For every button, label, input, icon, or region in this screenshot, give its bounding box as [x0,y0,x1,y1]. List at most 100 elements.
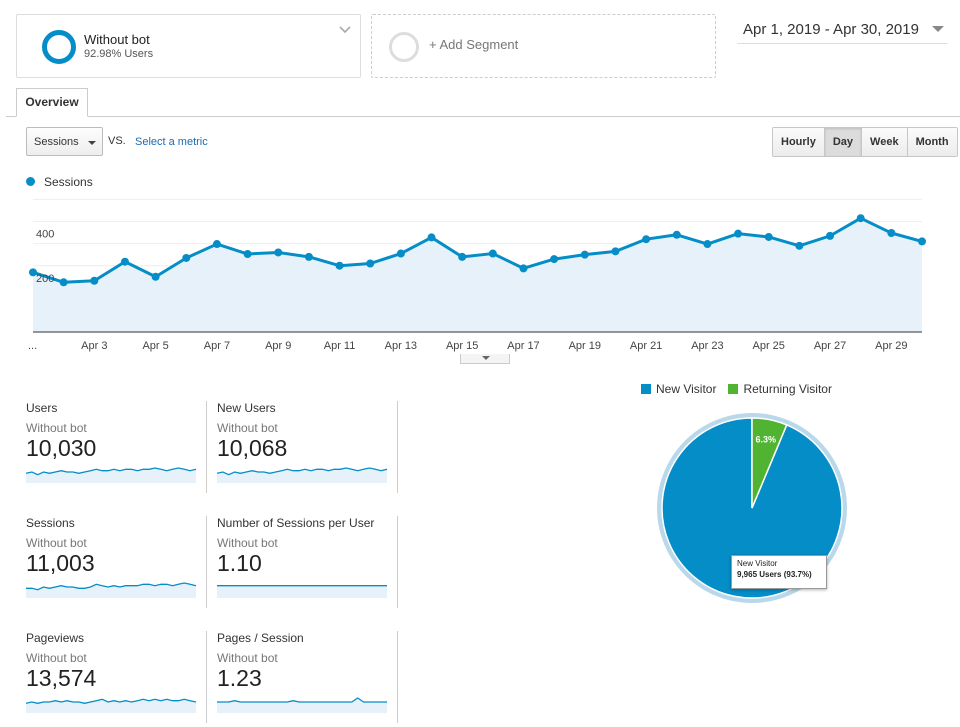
chart-legend[interactable]: Sessions [26,175,93,189]
sessions-point[interactable] [151,272,160,281]
sessions-point[interactable] [366,259,375,268]
kpi-separator [397,516,398,608]
vs-label: VS. [108,135,126,147]
pie-slice-returning-visitor[interactable] [751,417,788,509]
kpi-value: 10,030 [26,435,97,461]
sessions-point[interactable] [611,247,620,256]
kpi-segment-label: Without bot [26,421,87,435]
week-button[interactable]: Week [862,128,908,156]
x-tick-label: Apr 11 [324,340,356,352]
metric-select-dropdown[interactable]: Sessions [26,127,103,156]
kpi-tile[interactable]: New Users Without bot 10,068 [217,401,389,493]
x-tick-label: Apr 17 [507,340,539,352]
sessions-point[interactable] [795,241,804,250]
tab-bar-divider [6,116,960,117]
sessions-point[interactable] [856,214,865,223]
sessions-point[interactable] [918,237,926,246]
segment-ring-icon [42,30,76,64]
add-segment-ring-icon [389,32,419,62]
sessions-point[interactable] [580,250,589,259]
x-tick-label: Apr 23 [691,340,723,352]
sessions-point[interactable] [550,255,559,264]
kpi-title: Number of Sessions per User [217,516,375,530]
kpi-title: Sessions [26,516,75,530]
date-range-picker[interactable]: Apr 1, 2019 - Apr 30, 2019 [737,14,947,44]
kpi-tile[interactable]: Pages / Session Without bot 1.23 [217,631,389,723]
sessions-area [33,218,922,332]
sessions-point[interactable] [90,276,99,285]
pie-legend-returning-visitor-label: Returning Visitor [743,382,832,396]
kpi-tile[interactable]: Pageviews Without bot 13,574 [26,631,198,723]
sparkline-area [26,699,196,713]
triangle-down-icon [482,356,490,360]
add-segment-button[interactable]: + Add Segment [371,14,716,78]
sessions-point[interactable] [488,249,497,258]
sessions-point[interactable] [826,231,835,240]
pie-legend: New Visitor Returning Visitor [641,382,832,396]
kpi-tile[interactable]: Sessions Without bot 11,003 [26,516,198,608]
x-tick-label: Apr 3 [81,340,107,352]
sparkline-line [26,698,197,704]
sessions-point[interactable] [120,257,129,266]
sessions-point[interactable] [243,249,252,258]
x-tick-label: Apr 29 [875,340,907,352]
sessions-point[interactable] [672,230,681,239]
kpi-sparkline [217,585,387,598]
sparkline-area [217,468,387,483]
caret-down-icon [932,26,944,32]
hourly-button[interactable]: Hourly [773,128,825,156]
kpi-title: Users [26,401,58,415]
legend-sessions-label: Sessions [44,175,93,189]
sessions-point[interactable] [427,233,436,242]
granularity-toggle: Hourly Day Week Month [772,127,958,157]
sessions-point[interactable] [703,240,712,249]
day-button[interactable]: Day [824,128,863,156]
kpi-sparkline [26,582,197,598]
sessions-point[interactable] [274,248,283,257]
y-tick-label: 600 [36,195,54,196]
sessions-point[interactable] [734,229,743,238]
kpi-tile[interactable]: Number of Sessions per User Without bot 1.… [217,516,389,608]
pie-legend-returning-visitor[interactable]: Returning Visitor [728,382,832,396]
kpi-title: Pages / Session [217,631,304,645]
chart-collapse-handle[interactable] [460,354,510,364]
sessions-point[interactable] [458,252,467,261]
sessions-point[interactable] [29,268,37,277]
sparkline-area [217,698,387,713]
sessions-point[interactable] [304,252,313,261]
sessions-point[interactable] [396,249,405,258]
pie-tooltip-title: New Visitor [737,559,778,568]
sessions-point[interactable] [212,240,221,249]
month-button[interactable]: Month [907,128,957,156]
segment-card-without-bot[interactable]: Without bot 92.98% Users [16,14,361,78]
sparkline-line [217,697,387,703]
kpi-sparkline [217,697,387,713]
select-a-metric-link[interactable]: Select a metric [135,136,208,148]
kpi-title: Pageviews [26,631,85,645]
pie-tooltip: New Visitor 9,965 Users (93.7%) [731,555,827,589]
add-segment-label: + Add Segment [429,37,519,52]
chevron-down-icon[interactable] [338,23,352,37]
x-tick-label: ... [28,340,37,352]
sessions-point[interactable] [887,229,896,238]
x-tick-label: Apr 9 [265,340,291,352]
kpi-sparkline [26,698,197,713]
kpi-sparkline [217,467,388,483]
sessions-point[interactable] [335,261,344,270]
sessions-point[interactable] [764,232,773,241]
x-tick-label: Apr 27 [814,340,846,352]
x-tick-label: Apr 25 [753,340,785,352]
pie-legend-new-visitor[interactable]: New Visitor [641,382,716,396]
sessions-point[interactable] [59,278,68,287]
kpi-tile[interactable]: Users Without bot 10,030 [26,401,198,493]
sessions-point[interactable] [182,253,191,262]
y-tick-label: 400 [36,229,54,241]
pie-legend-new-visitor-label: New Visitor [656,382,717,396]
sessions-point[interactable] [519,264,528,273]
sessions-line-chart[interactable]: 600 400 200... Apr 3 Apr 5 Apr 7 Apr 9 Apr 11 Ap… [0,195,960,355]
tab-overview[interactable]: Overview [16,88,88,117]
sparkline-area [217,585,387,598]
sparkline-line [217,467,388,476]
sessions-point[interactable] [642,235,651,244]
pie-slice-label: 6.3% [756,434,777,444]
